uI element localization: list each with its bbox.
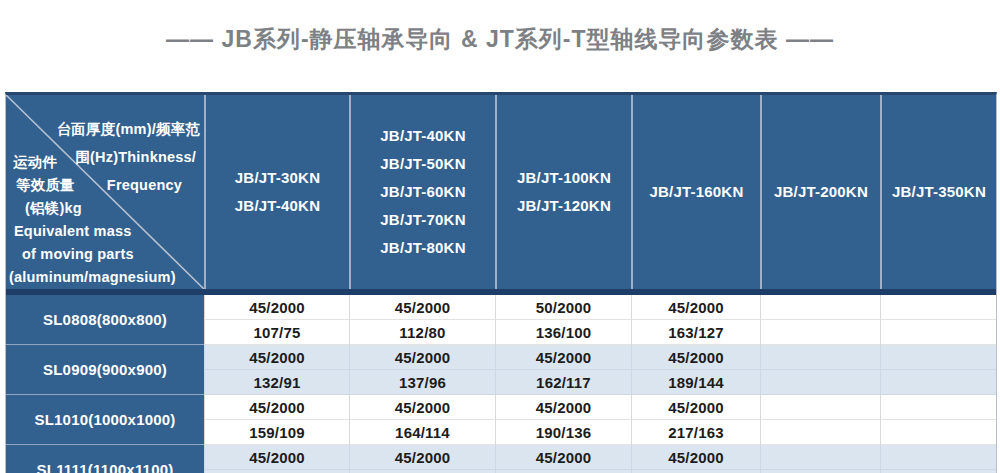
data-cell: 45/2000 xyxy=(631,445,760,470)
data-cell: 190/136 xyxy=(495,420,631,445)
data-cell: 217/163 xyxy=(631,420,760,445)
header-line: JB/JT-50KN xyxy=(380,150,465,178)
header-line: JB/JT-60KN xyxy=(380,178,465,206)
data-cell: 45/2000 xyxy=(495,445,631,470)
corner-line: of moving parts xyxy=(6,243,204,266)
data-cell: 45/2000 xyxy=(631,295,760,320)
header-col-40-80kn: JB/JT-40KN JB/JT-50KN JB/JT-60KN JB/JT-7… xyxy=(349,95,495,289)
row-label: SL0808(800x800) xyxy=(6,295,204,345)
data-cell: 162/117 xyxy=(495,370,631,395)
data-cell xyxy=(760,320,880,345)
data-cell: 136/100 xyxy=(495,320,631,345)
data-cell xyxy=(760,345,880,370)
page-title: —— JB系列-静压轴承导向 & JT系列-T型轴线导向参数表 —— xyxy=(0,24,1000,55)
row-group-sl0909: SL0909(900x900) 45/2000 45/2000 45/2000 … xyxy=(6,345,996,395)
data-cell: 45/2000 xyxy=(631,395,760,420)
data-cell xyxy=(880,345,996,370)
data-cell xyxy=(880,320,996,345)
header-line: JB/JT-350KN xyxy=(892,178,986,206)
data-cell: 45/2000 xyxy=(631,345,760,370)
data-cell: 45/2000 xyxy=(349,295,495,320)
data-cell: 107/75 xyxy=(204,320,349,345)
corner-line: 等效质量 xyxy=(6,174,204,197)
corner-line: (铝镁)kg xyxy=(6,197,204,220)
row-group-sl1010: SL1010(1000x1000) 45/2000 45/2000 45/200… xyxy=(6,395,996,445)
data-cell: 159/109 xyxy=(204,420,349,445)
parameter-table: 台面厚度(mm)/频率范 围(Hz)Thinkness/ Frequency 运… xyxy=(5,92,997,473)
data-cell xyxy=(760,445,880,470)
data-cell: 45/2000 xyxy=(349,395,495,420)
row-group-sl1111: SL1111(1100x1100) 45/2000 45/2000 45/200… xyxy=(6,445,996,473)
header-line: JB/JT-120KN xyxy=(517,192,611,220)
header-line: JB/JT-160KN xyxy=(650,178,744,206)
data-cell: 45/2000 xyxy=(204,345,349,370)
row-label: SL0909(900x900) xyxy=(6,345,204,395)
row-label: SL1010(1000x1000) xyxy=(6,395,204,445)
corner-line: (aluminum/magnesium) xyxy=(6,266,204,289)
corner-bottom-left-text: 运动件 等效质量 (铝镁)kg Equivalent mass of movin… xyxy=(6,151,204,289)
corner-line: 台面厚度(mm)/频率范 xyxy=(57,115,200,143)
row-group-sl0808: SL0808(800x800) 45/2000 45/2000 50/2000 … xyxy=(6,295,996,345)
header-col-350kn: JB/JT-350KN xyxy=(880,95,996,289)
corner-line: 运动件 xyxy=(6,151,204,174)
data-cell: 50/2000 xyxy=(495,295,631,320)
header-line: JB/JT-100KN xyxy=(517,164,611,192)
data-cell: 45/2000 xyxy=(349,345,495,370)
data-cell xyxy=(880,445,996,470)
data-cell: 112/80 xyxy=(349,320,495,345)
header-line: JB/JT-70KN xyxy=(380,206,465,234)
table-header: 台面厚度(mm)/频率范 围(Hz)Thinkness/ Frequency 运… xyxy=(6,95,996,295)
header-line: JB/JT-30KN xyxy=(235,164,320,192)
data-cell: 45/2000 xyxy=(495,345,631,370)
data-cell: 189/144 xyxy=(631,370,760,395)
data-cell: 137/96 xyxy=(349,370,495,395)
header-col-100-120kn: JB/JT-100KN JB/JT-120KN xyxy=(495,95,631,289)
row-label: SL1111(1100x1100) xyxy=(6,445,204,473)
data-cell xyxy=(880,420,996,445)
data-cell xyxy=(760,295,880,320)
page: —— JB系列-静压轴承导向 & JT系列-T型轴线导向参数表 —— 台面厚度(… xyxy=(0,0,1000,473)
data-cell xyxy=(760,395,880,420)
data-cell xyxy=(880,295,996,320)
data-cell: 163/127 xyxy=(631,320,760,345)
header-line: JB/JT-40KN xyxy=(380,122,465,150)
data-cell: 45/2000 xyxy=(349,445,495,470)
data-cell: 164/114 xyxy=(349,420,495,445)
data-cell: 45/2000 xyxy=(204,395,349,420)
header-col-200kn: JB/JT-200KN xyxy=(760,95,880,289)
data-cell: 45/2000 xyxy=(204,295,349,320)
header-line: JB/JT-200KN xyxy=(774,178,868,206)
data-cell: 45/2000 xyxy=(204,445,349,470)
data-cell xyxy=(760,420,880,445)
data-cell: 132/91 xyxy=(204,370,349,395)
header-col-160kn: JB/JT-160KN xyxy=(631,95,760,289)
header-line: JB/JT-40KN xyxy=(235,192,320,220)
header-corner-cell: 台面厚度(mm)/频率范 围(Hz)Thinkness/ Frequency 运… xyxy=(6,95,204,289)
header-col-30-40kn: JB/JT-30KN JB/JT-40KN xyxy=(204,95,349,289)
data-cell xyxy=(880,395,996,420)
header-line: JB/JT-80KN xyxy=(380,234,465,262)
data-cell xyxy=(880,370,996,395)
corner-line: Equivalent mass xyxy=(6,220,204,243)
data-cell xyxy=(760,370,880,395)
data-cell: 45/2000 xyxy=(495,395,631,420)
